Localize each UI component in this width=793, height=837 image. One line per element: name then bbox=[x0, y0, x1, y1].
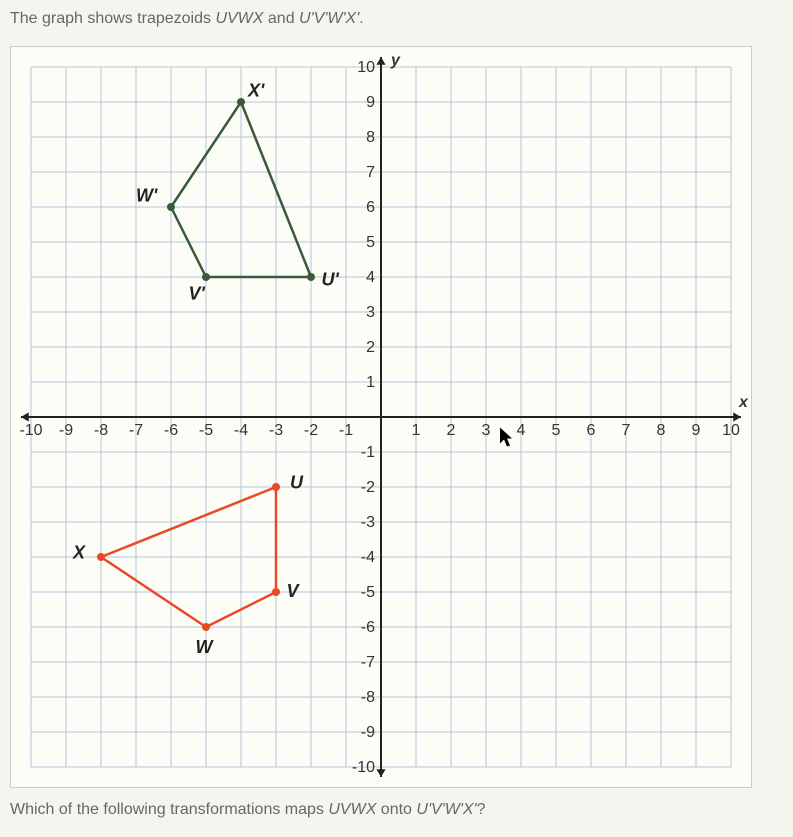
svg-text:3: 3 bbox=[482, 422, 491, 439]
f-shape1: UVWX bbox=[328, 801, 376, 818]
svg-text:-4: -4 bbox=[361, 549, 375, 566]
q-shape1: UVWX bbox=[215, 10, 263, 27]
svg-text:4: 4 bbox=[517, 422, 526, 439]
svg-text:7: 7 bbox=[366, 164, 375, 181]
coordinate-graph: -10 -9 -8 -7 -6 -5 -4 -3 -2 -1 1 2 3 4 5 6 7 8 9 10 -10 -9 -8 -… bbox=[10, 46, 752, 788]
svg-text:9: 9 bbox=[692, 422, 701, 439]
svg-text:10: 10 bbox=[357, 59, 375, 76]
svg-text:9: 9 bbox=[366, 94, 375, 111]
svg-text:8: 8 bbox=[657, 422, 666, 439]
question-top: The graph shows trapezoids UVWX and U'V'… bbox=[10, 10, 783, 28]
svg-text:4: 4 bbox=[366, 269, 375, 286]
q-mid: and bbox=[263, 10, 299, 27]
svg-text:W: W bbox=[196, 637, 215, 657]
svg-text:V: V bbox=[287, 581, 301, 601]
svg-text:-6: -6 bbox=[361, 619, 375, 636]
f-mid: onto bbox=[376, 801, 416, 818]
svg-text:U': U' bbox=[322, 270, 340, 290]
f-suffix: ? bbox=[477, 801, 486, 818]
svg-text:-9: -9 bbox=[59, 422, 73, 439]
svg-text:-5: -5 bbox=[361, 584, 375, 601]
svg-text:V': V' bbox=[189, 284, 206, 304]
svg-text:-4: -4 bbox=[234, 422, 248, 439]
svg-text:-2: -2 bbox=[304, 422, 318, 439]
svg-text:x: x bbox=[738, 394, 749, 411]
svg-text:X: X bbox=[72, 543, 86, 563]
svg-text:-7: -7 bbox=[129, 422, 143, 439]
svg-text:-10: -10 bbox=[352, 759, 375, 776]
svg-text:6: 6 bbox=[366, 199, 375, 216]
svg-text:8: 8 bbox=[366, 129, 375, 146]
svg-text:-6: -6 bbox=[164, 422, 178, 439]
svg-text:1: 1 bbox=[366, 374, 375, 391]
svg-text:2: 2 bbox=[447, 422, 456, 439]
svg-text:-8: -8 bbox=[94, 422, 108, 439]
f-prefix: Which of the following transformations m… bbox=[10, 801, 328, 818]
svg-text:10: 10 bbox=[722, 422, 740, 439]
svg-text:W': W' bbox=[136, 186, 158, 206]
q-shape2: U'V'W'X' bbox=[299, 10, 359, 27]
svg-text:-3: -3 bbox=[269, 422, 283, 439]
svg-text:U: U bbox=[290, 473, 304, 493]
svg-text:-1: -1 bbox=[339, 422, 353, 439]
svg-text:1: 1 bbox=[412, 422, 421, 439]
svg-text:-3: -3 bbox=[361, 514, 375, 531]
svg-text:-7: -7 bbox=[361, 654, 375, 671]
question-bottom: Which of the following transformations m… bbox=[10, 801, 783, 819]
svg-text:7: 7 bbox=[622, 422, 631, 439]
svg-text:y: y bbox=[390, 52, 401, 69]
svg-text:6: 6 bbox=[587, 422, 596, 439]
svg-text:-9: -9 bbox=[361, 724, 375, 741]
svg-text:5: 5 bbox=[366, 234, 375, 251]
svg-text:3: 3 bbox=[366, 304, 375, 321]
q-prefix: The graph shows trapezoids bbox=[10, 10, 215, 27]
svg-text:-8: -8 bbox=[361, 689, 375, 706]
q-suffix: . bbox=[359, 10, 363, 27]
f-shape2: U'V'W'X' bbox=[416, 801, 476, 818]
svg-text:5: 5 bbox=[552, 422, 561, 439]
svg-text:-10: -10 bbox=[19, 422, 42, 439]
svg-text:-1: -1 bbox=[361, 444, 375, 461]
svg-text:X': X' bbox=[247, 81, 265, 101]
svg-text:-2: -2 bbox=[361, 479, 375, 496]
svg-text:-5: -5 bbox=[199, 422, 213, 439]
svg-text:2: 2 bbox=[366, 339, 375, 356]
